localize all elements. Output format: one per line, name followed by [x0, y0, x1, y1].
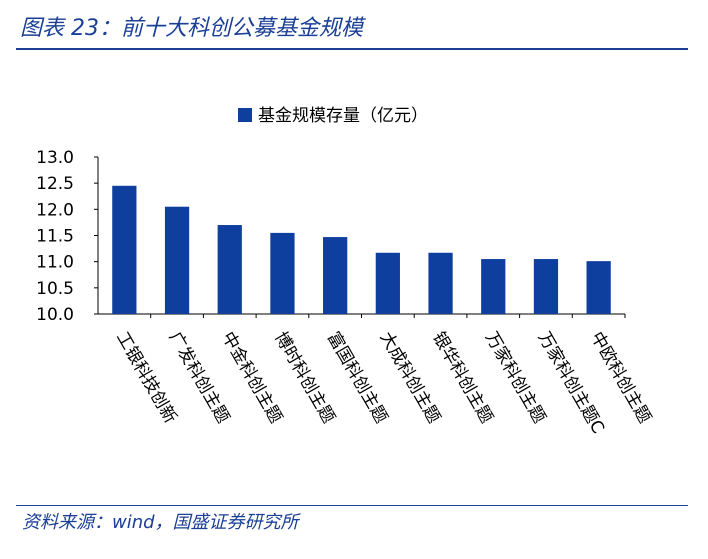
y-tick-label: 10.5: [36, 279, 74, 299]
y-tick-label: 11.5: [36, 227, 74, 247]
y-tick-label: 12.0: [36, 200, 74, 220]
footer-divider: [16, 505, 688, 506]
bar-chart: 基金规模存量（亿元）10.010.511.011.512.012.513.0工银…: [36, 106, 654, 437]
header-divider: [16, 48, 688, 50]
y-tick-label: 13.0: [36, 148, 74, 168]
chart-header: 图表 23：前十大科创公募基金规模: [16, 8, 688, 50]
legend-label: 基金规模存量（亿元）: [258, 106, 428, 126]
y-tick-label: 10.0: [36, 305, 74, 325]
source-note: 资料来源：wind，国盛证券研究所: [22, 512, 299, 533]
chart-area: 基金规模存量（亿元） 10.0 10.5 11.0 11.5 12.0 12.5 13.0 工银…: [0, 50, 708, 505]
legend-swatch: [238, 108, 252, 122]
bar: [164, 206, 190, 314]
bar: [112, 185, 137, 314]
bar: [533, 259, 559, 314]
bar: [375, 252, 400, 314]
bar: [217, 225, 242, 314]
bar: [270, 232, 295, 314]
bar: [428, 252, 453, 314]
bar: [481, 259, 506, 314]
bar: [586, 261, 611, 314]
figure-title: 图表 23：前十大科创公募基金规模: [20, 16, 363, 41]
bar: [323, 237, 348, 314]
y-tick-label: 11.0: [36, 253, 74, 273]
y-tick-label: 12.5: [36, 174, 74, 194]
